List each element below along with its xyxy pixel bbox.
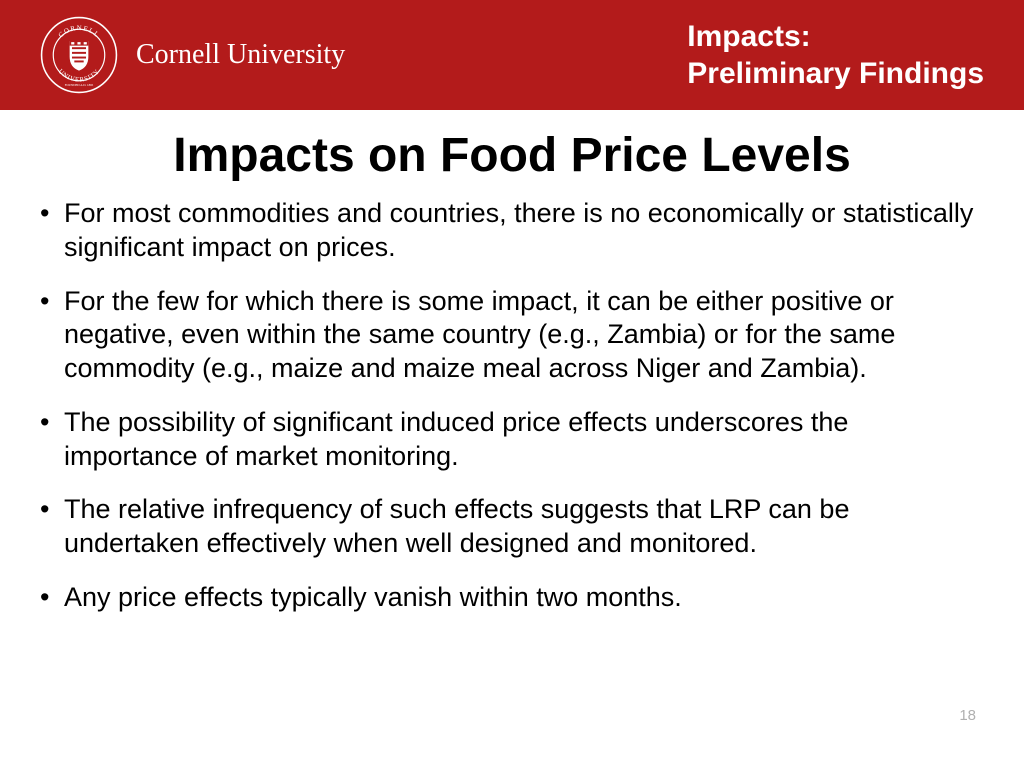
list-item: The relative infrequency of such effects… — [36, 493, 988, 561]
list-item: For most commodities and countries, ther… — [36, 197, 988, 265]
page-number: 18 — [959, 707, 976, 724]
section-label: Impacts: Preliminary Findings — [687, 18, 994, 93]
logo-block: CORNELL UNIVERSITY FOUNDED A.D. 1865 Cor… — [40, 16, 345, 94]
section-line-2: Preliminary Findings — [687, 55, 984, 93]
slide-header: CORNELL UNIVERSITY FOUNDED A.D. 1865 Cor… — [0, 0, 1024, 110]
university-seal-icon: CORNELL UNIVERSITY FOUNDED A.D. 1865 — [40, 16, 118, 94]
list-item: Any price effects typically vanish withi… — [36, 581, 988, 615]
slide-content: Impacts on Food Price Levels For most co… — [0, 110, 1024, 615]
section-line-1: Impacts: — [687, 18, 984, 56]
svg-text:FOUNDED A.D. 1865: FOUNDED A.D. 1865 — [65, 83, 94, 87]
slide-title: Impacts on Food Price Levels — [30, 128, 994, 183]
list-item: The possibility of significant induced p… — [36, 406, 988, 474]
list-item: For the few for which there is some impa… — [36, 285, 988, 386]
bullet-list: For most commodities and countries, ther… — [30, 197, 994, 615]
university-name: Cornell University — [136, 39, 345, 71]
